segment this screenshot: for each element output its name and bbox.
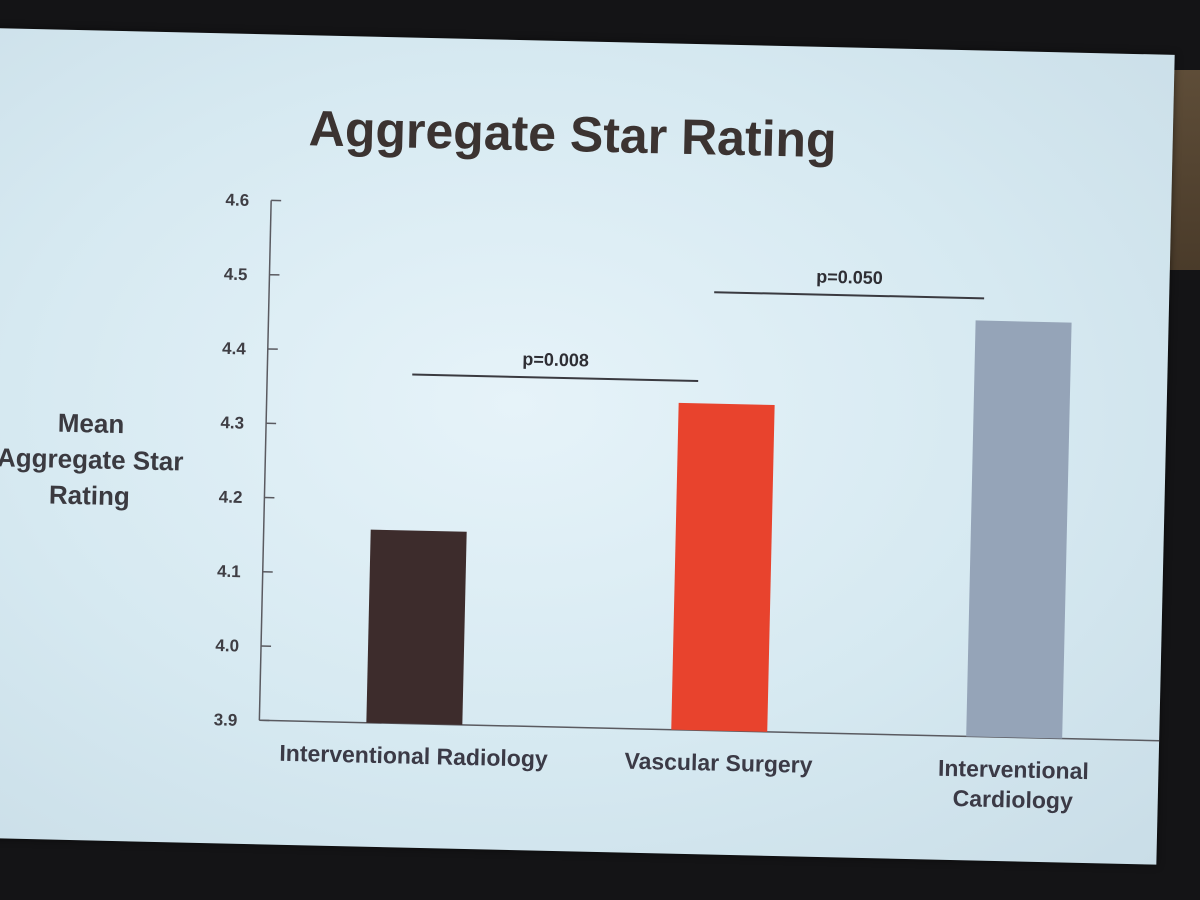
significance-bracket bbox=[412, 373, 699, 383]
y-tick-label: 4.3 bbox=[220, 413, 244, 433]
y-ticks: 3.9 4.0 4.1 4.2 4.3 4.4 4.5 4.6 bbox=[214, 190, 282, 730]
significance-annotations: p=0.008 p=0.050 bbox=[412, 267, 985, 383]
significance-bracket bbox=[714, 291, 985, 300]
y-tick-label: 3.9 bbox=[214, 710, 238, 730]
category-labels: Interventional Radiology Vascular Surgery… bbox=[279, 740, 1089, 814]
bar bbox=[671, 402, 775, 732]
projector-screen: Aggregate Star Rating Mean Aggregate Star… bbox=[0, 28, 1175, 865]
y-tick-label: 4.2 bbox=[219, 487, 243, 507]
category-label: Cardiology bbox=[952, 785, 1073, 814]
category-label: Interventional Radiology bbox=[279, 740, 548, 772]
y-axis-label-line: Mean bbox=[57, 408, 124, 440]
y-axis-line bbox=[258, 200, 272, 721]
y-tick-label: 4.0 bbox=[215, 636, 239, 656]
y-tick-label: 4.5 bbox=[224, 265, 248, 285]
y-axis-label-line: Rating bbox=[49, 479, 131, 511]
category-label: Interventional bbox=[938, 755, 1089, 784]
bar bbox=[966, 320, 1072, 739]
category-label: Vascular Surgery bbox=[624, 748, 813, 778]
p-value-label: p=0.050 bbox=[816, 267, 883, 289]
bars bbox=[366, 320, 1072, 739]
bar bbox=[366, 529, 467, 725]
p-value-label: p=0.008 bbox=[522, 349, 589, 371]
chart-title: Aggregate Star Rating bbox=[308, 100, 837, 168]
y-tick-label: 4.1 bbox=[217, 562, 241, 582]
y-tick-label: 4.6 bbox=[225, 190, 249, 210]
y-axis-label-line: Aggregate Star bbox=[0, 442, 184, 476]
y-tick-label: 4.4 bbox=[222, 339, 247, 359]
